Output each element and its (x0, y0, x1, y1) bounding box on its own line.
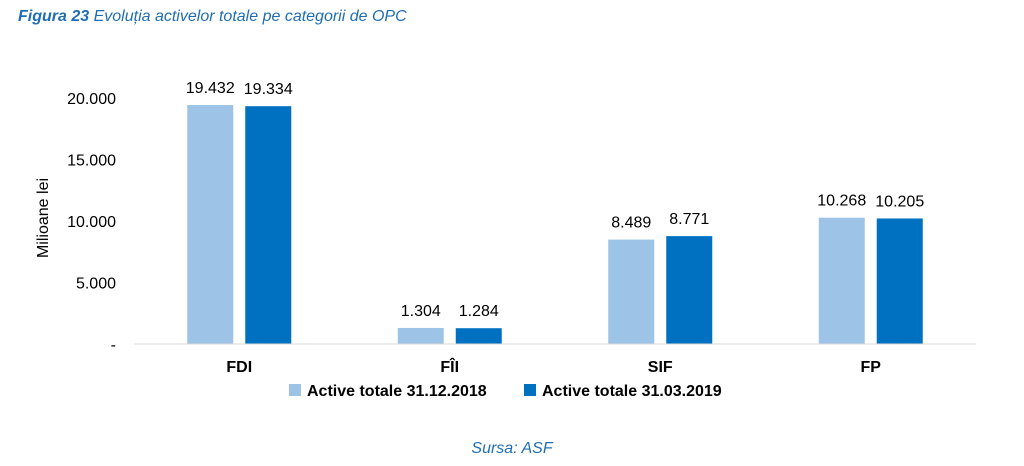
bars (187, 104, 923, 345)
legend-swatch (289, 384, 301, 396)
y-axis-ticks: - 5.000 10.000 15.000 20.000 (67, 91, 116, 354)
y-tick-label: 15.000 (67, 153, 116, 170)
legend-swatch (524, 384, 536, 396)
data-labels: 19.432 19.334 1.304 1.284 8.489 8.771 10.268 10… (186, 80, 925, 320)
bar-FP-series-2 (876, 218, 923, 344)
bar-FÎI-series-2 (455, 328, 502, 344)
legend-label: Active totale 31.03.2019 (542, 383, 722, 400)
bar-SIF-series-2 (666, 236, 713, 344)
bar-FDI-series-1 (187, 104, 234, 345)
figure-title-text: Evoluția activelor totale pe categorii d… (93, 8, 407, 25)
category-label: FP (861, 359, 882, 376)
legend-label: Active totale 31.12.2018 (307, 383, 487, 400)
category-label: FDI (226, 359, 252, 376)
x-axis-categories: FDI FÎI SIF FP (226, 357, 881, 376)
bar-SIF-series-1 (608, 239, 655, 344)
y-tick-label: 20.000 (67, 91, 116, 108)
data-label: 10.205 (875, 193, 924, 210)
data-label: 19.334 (244, 81, 293, 98)
data-label: 8.771 (669, 211, 709, 228)
data-label: 10.268 (817, 193, 866, 210)
bar-FÎI-series-1 (397, 327, 444, 344)
category-label: FÎI (440, 357, 459, 376)
data-label: 8.489 (611, 215, 651, 232)
y-axis-label: Milioane lei (35, 178, 52, 258)
bar-FDI-series-2 (245, 106, 292, 344)
figure-label: Figura 23 (18, 8, 90, 25)
source-note: Sursa: ASF (471, 440, 553, 457)
figure-title: Figura 23 Evoluția activelor totale pe c… (18, 8, 407, 26)
bar-FP-series-1 (818, 217, 865, 344)
y-tick-label: 10.000 (67, 214, 116, 231)
data-label: 1.284 (459, 303, 499, 320)
data-label: 1.304 (401, 303, 441, 320)
legend: Active totale 31.12.2018 Active totale 31… (289, 383, 722, 400)
y-tick-label: 5.000 (76, 276, 116, 293)
data-label: 19.432 (186, 80, 235, 97)
y-tick-label: - (111, 337, 116, 354)
category-label: SIF (648, 359, 673, 376)
